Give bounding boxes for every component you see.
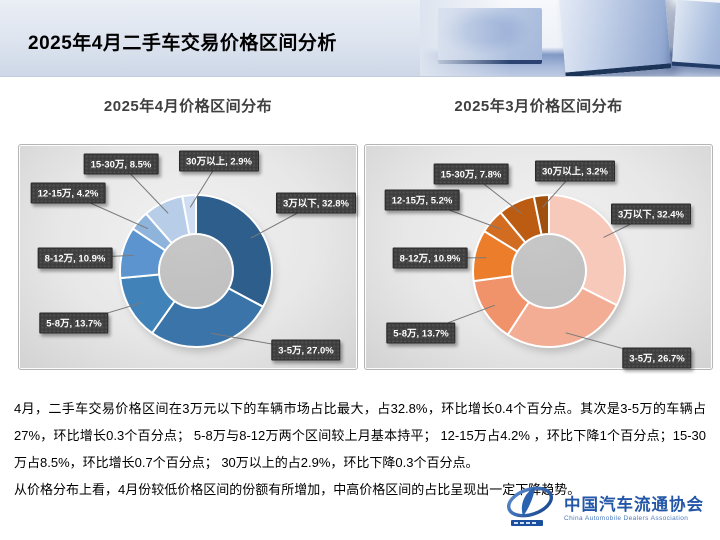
cada-logo: 中国汽车流通协会 China Automobile Dealers Associ… [502,485,704,534]
cada-logo-text: 中国汽车流通协会 China Automobile Dealers Associ… [564,496,704,522]
cada-logo-chinese-name: 中国汽车流通协会 [564,495,704,515]
slice-label: 3万以下, 32.4% [611,203,691,225]
cube-graphic-center [558,0,672,76]
slice-label: 15-30万, 8.5% [83,153,159,175]
slice-label: 30万以上, 2.9% [179,150,259,172]
slice-label: 3-5万, 27.0% [271,339,341,361]
chart-column-march: 2025年3月价格区间分布 3万以下, 32.4% 3-5万, 26.7% 5-8万… [364,77,713,370]
cada-logo-english-name: China Automobile Dealers Association [564,514,689,522]
donut-chart-april: 3万以下, 32.8% 3-5万, 27.0% 5-8万, 13.7% 8-12万, … [18,144,358,370]
slice-label: 15-30万, 7.8% [433,163,509,185]
chart-title-march: 2025年3月价格区间分布 [454,98,623,115]
slice-label: 3万以下, 32.8% [276,192,356,214]
analysis-paragraph-2: 从价格分布上看，4月份较低价格区间的份额有所增加，中高价格区间的占比呈现出一定下… [14,482,581,497]
cada-logo-icon [502,485,558,534]
slice-label: 12-15万, 4.2% [30,182,106,204]
chart-title-april: 2025年4月价格区间分布 [103,98,273,115]
analysis-paragraph-1: 4月，二手车交易价格区间在3万元以下的车辆市场占比最大，占32.8%，环比增长0… [14,401,706,470]
cube-graphic-right [671,0,720,71]
donut-slice [195,194,273,308]
photo-fade-overlay [420,0,510,76]
donut-slice [506,286,618,348]
chart-column-april: 2025年4月价格区间分布 3万以下, 32.8% 3-5万, 27.0% 5-8万… [18,77,358,370]
donut-slice [181,194,197,236]
donut-svg [420,170,658,359]
header-cubes-image [420,0,720,76]
slice-label: 12-15万, 5.2% [384,189,460,211]
slice-label: 8-12万, 10.9% [392,247,468,269]
slice-label: 8-12万, 10.9% [37,247,113,269]
donut-slice [151,287,265,348]
charts-row: 2025年4月价格区间分布 3万以下, 32.8% 3-5万, 27.0% 5-8万… [0,77,720,370]
slice-label: 30万以上, 3.2% [535,160,615,182]
slice-label: 5-8万, 13.7% [386,322,456,344]
donut-slice [548,194,626,307]
analysis-text-block: 4月，二手车交易价格区间在3万元以下的车辆市场占比最大，占32.8%，环比增长0… [14,395,706,503]
donut-svg [67,160,317,352]
page-title: 2025年4月二手车交易价格区间分析 [28,33,337,54]
donut-chart-march: 3万以下, 32.4% 3-5万, 26.7% 5-8万, 13.7% 8-12万, … [364,144,713,370]
slice-label: 3-5万, 26.7% [622,347,692,369]
slice-label: 5-8万, 13.7% [39,312,109,334]
header-band: 2025年4月二手车交易价格区间分析 [0,0,720,77]
